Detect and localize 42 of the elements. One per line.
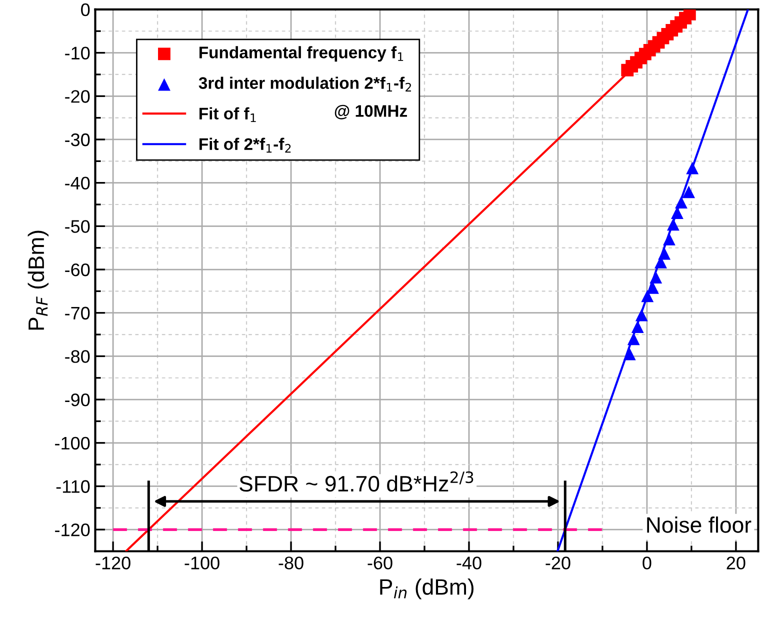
x-tick-label: -100: [184, 556, 220, 570]
point: [623, 348, 636, 360]
legend-label: Fundamental frequency f$_{1}$: [200, 46, 404, 62]
y-tick-label: -10: [65, 46, 90, 60]
y-tick-label: -70: [65, 306, 90, 320]
x-tick-label: -80: [278, 556, 304, 570]
annotation: Noise floor: [647, 516, 752, 533]
x-tick-label: -20: [546, 556, 570, 570]
point: [631, 320, 644, 333]
point: [635, 308, 648, 322]
y-tick-label: 0: [81, 3, 90, 16]
point: [675, 196, 688, 209]
y-tick-label: -50: [65, 220, 90, 233]
legend-label: Fit of 2*f$_{1}$-f$_{2}$: [200, 138, 291, 153]
y-tick-label: -40: [65, 176, 90, 190]
y-tick-label: -60: [65, 263, 90, 276]
x-tick-label: -120: [96, 556, 130, 570]
y-axis-title: P$_{RF}$ (dBm): [28, 230, 49, 330]
annotation: @ 10MHz: [334, 104, 407, 120]
y-tick-label: -30: [65, 133, 90, 146]
x-tick-label: 20: [726, 556, 746, 570]
y-tick-label: -100: [55, 436, 90, 450]
x-tick-label: -40: [456, 556, 482, 570]
annotation: SFDR ~ 91.70 dB*Hz$^{2/3}$: [240, 471, 474, 492]
y-tick-label: -120: [55, 524, 90, 536]
point: [686, 162, 699, 174]
point: [658, 247, 671, 260]
y-tick-label: -20: [65, 90, 90, 103]
x-tick-label: 0: [642, 556, 652, 570]
point: [627, 332, 640, 346]
point: [683, 9, 696, 20]
point: [682, 186, 695, 198]
legend-label: 3rd inter modulation 2*f$_{1}$-f$_{2}$: [198, 76, 411, 92]
y-tick-label: -90: [65, 393, 90, 406]
x-axis-title: P$_{in}$ (dBm): [380, 578, 474, 600]
y-tick-label: -110: [56, 480, 90, 493]
y-tick-label: -80: [65, 350, 90, 363]
point: [650, 271, 662, 284]
point: [667, 218, 680, 231]
x-tick-label: -60: [368, 556, 392, 570]
point: [641, 290, 654, 302]
legend-label: Fit of f$_{1}$: [200, 107, 256, 122]
